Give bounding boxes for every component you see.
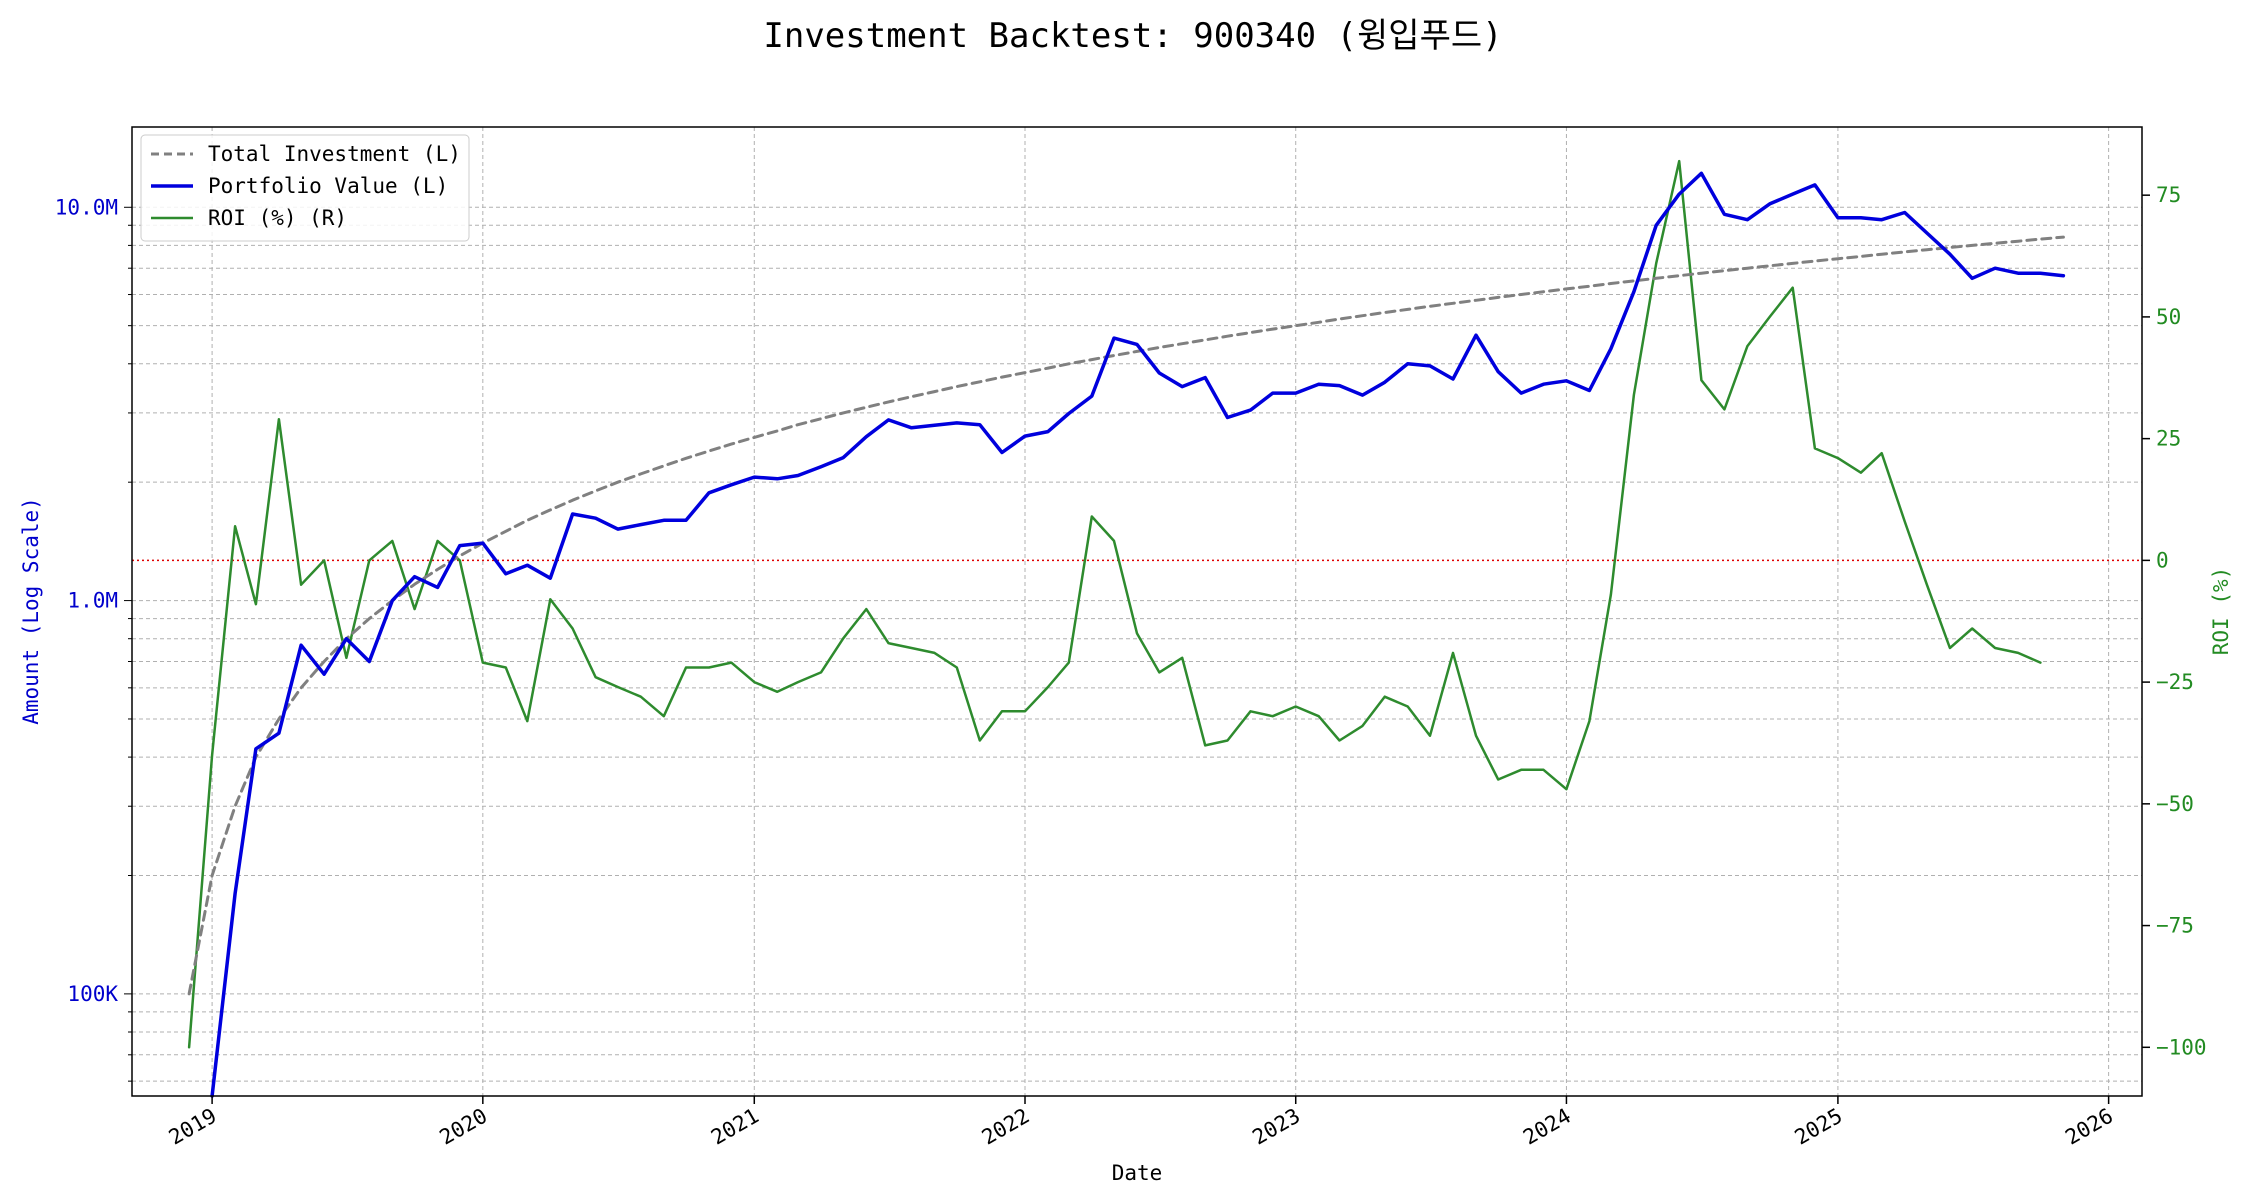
x-tick-label: 2026	[2061, 1104, 2117, 1150]
legend: Total Investment (L) Portfolio Value (L)…	[140, 134, 470, 242]
x-tick-label: 2019	[165, 1104, 221, 1150]
legend-label-total-investment: Total Investment (L)	[208, 142, 461, 166]
x-axis: 2019 2020 2021 2022 2023 2024 2025 2026	[165, 1096, 2117, 1150]
portfolio-value-line	[210, 171, 2066, 1098]
y-right-tick-label: 0	[2156, 548, 2169, 572]
y-right-tick-label: 75	[2156, 183, 2181, 207]
y-axis-left: 100K 1.0M 10.0M	[55, 195, 132, 1082]
chart-title: Investment Backtest: 900340 (윙입푸드)	[763, 16, 1502, 56]
total-investment-line	[187, 235, 2065, 996]
y-right-tick-label: 50	[2156, 305, 2181, 329]
x-tick-label: 2022	[978, 1104, 1034, 1150]
x-tick-label: 2020	[436, 1104, 492, 1150]
y-left-tick-label: 10.0M	[55, 195, 118, 219]
grid	[132, 127, 2142, 1096]
x-tick-label: 2025	[1791, 1104, 1847, 1150]
roi-line	[187, 159, 2042, 1049]
y-left-tick-label: 100K	[67, 982, 118, 1006]
legend-label-portfolio-value: Portfolio Value (L)	[208, 174, 448, 198]
y-right-tick-label: −75	[2156, 914, 2194, 938]
y-right-tick-label: 25	[2156, 427, 2181, 451]
y-left-tick-label: 1.0M	[67, 589, 118, 613]
y-axis-left-label: Amount (Log Scale)	[19, 497, 43, 725]
x-tick-label: 2024	[1519, 1104, 1575, 1150]
y-axis-right-label: ROI (%)	[2209, 567, 2233, 656]
plot-frame	[131, 126, 2143, 1097]
legend-label-roi: ROI (%) (R)	[208, 206, 347, 230]
y-right-tick-label: −25	[2156, 670, 2194, 694]
x-tick-label: 2021	[707, 1104, 763, 1150]
legend-box	[140, 134, 470, 242]
y-right-tick-label: −50	[2156, 792, 2194, 816]
x-tick-label: 2023	[1248, 1104, 1304, 1150]
series-layer	[187, 159, 2066, 1098]
x-axis-label: Date	[1112, 1161, 1163, 1185]
y-axis-right: −100 −75 −50 −25 0 25 50 75	[2142, 183, 2207, 1059]
y-right-tick-label: −100	[2156, 1035, 2207, 1059]
